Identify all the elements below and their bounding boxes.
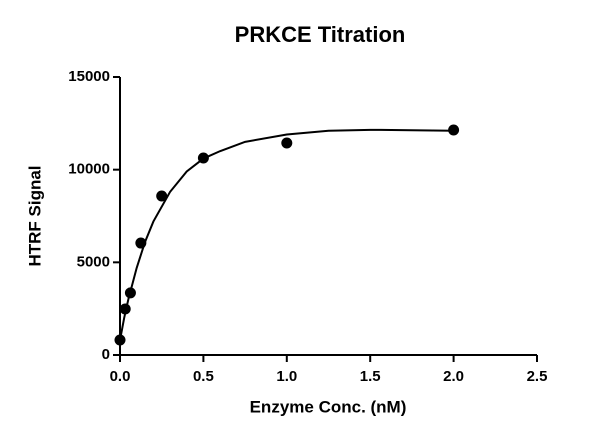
x-tick-label: 2.0 (443, 368, 464, 385)
x-tick-label: 0.5 (193, 368, 214, 385)
x-tick-label: 0.0 (110, 368, 131, 385)
y-tick-label: 15000 (68, 68, 110, 85)
fit-curve (119, 128, 454, 341)
x-axis-title: Enzyme Conc. (nM) (250, 397, 407, 416)
x-tick-label: 2.5 (527, 368, 548, 385)
y-tick-label: 10000 (68, 161, 110, 178)
chart-title: PRKCE Titration (235, 22, 406, 47)
x-tick-label: 1.5 (360, 368, 381, 385)
x-tick-label: 1.0 (276, 368, 297, 385)
y-tick-label: 0 (102, 346, 110, 363)
y-axis-title: HTRF Signal (25, 165, 44, 266)
y-tick-label: 5000 (77, 253, 110, 270)
data-point (281, 137, 293, 149)
data-point (156, 190, 168, 202)
